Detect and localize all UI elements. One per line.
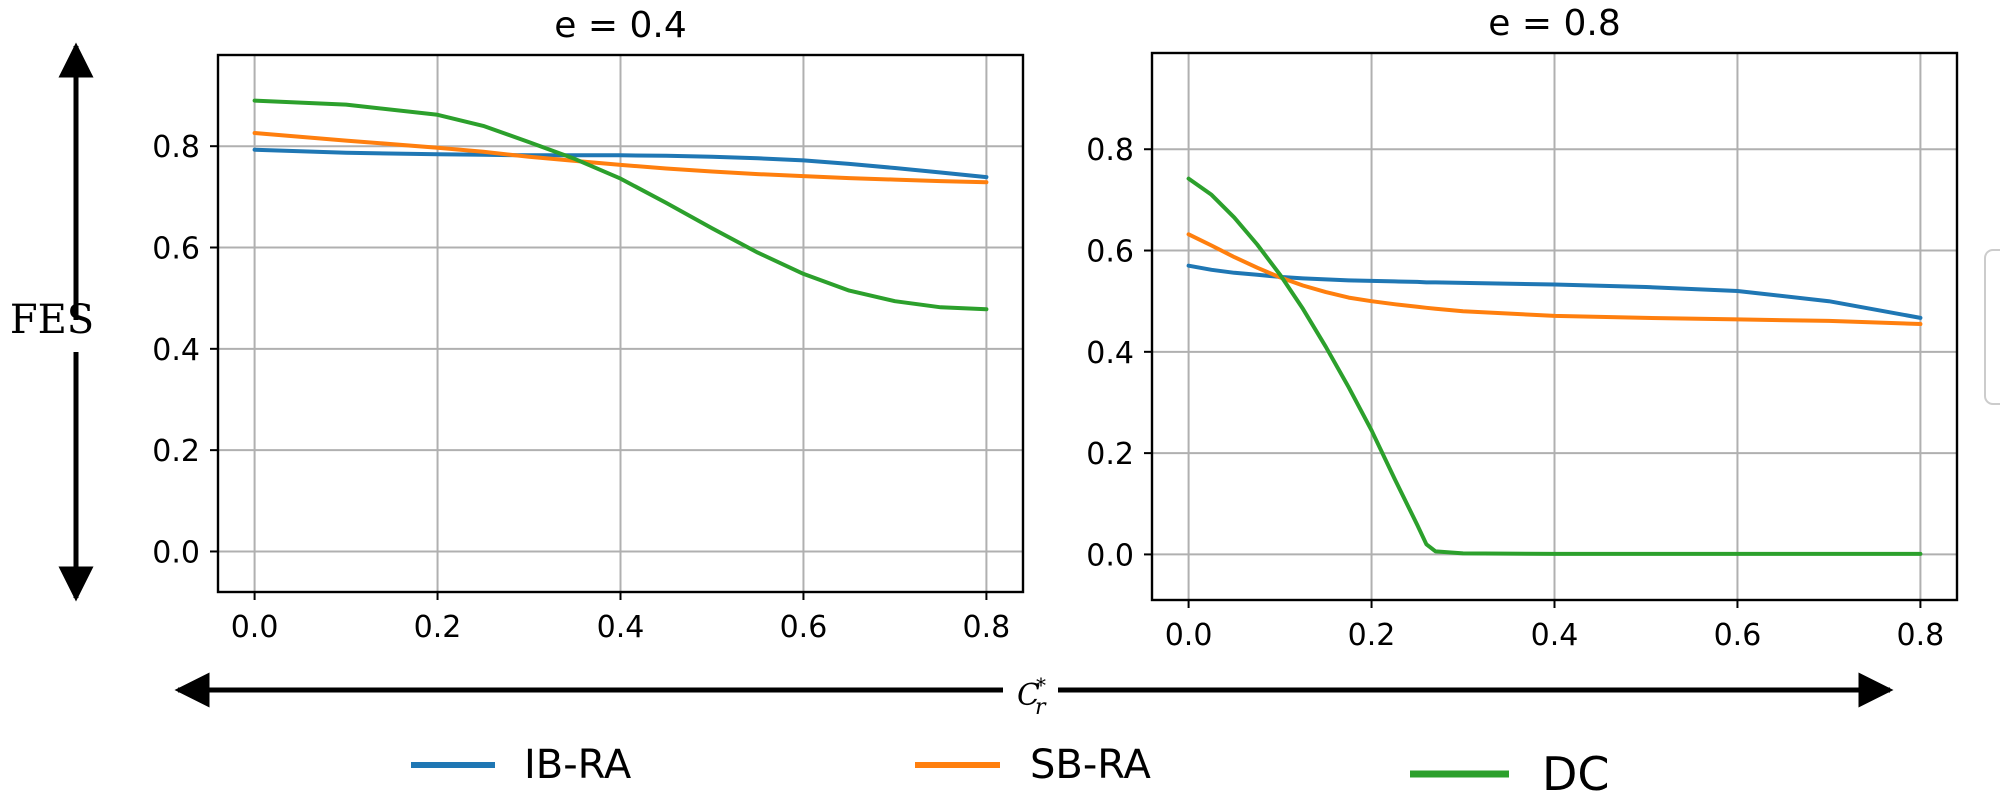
x-tick-label: 0.8 (1897, 618, 1945, 653)
legend-item-sb-ra: SB-RA (915, 742, 1151, 788)
legend-item-dc: DC (1410, 747, 1610, 799)
x-tick-label: 0.8 (963, 610, 1011, 645)
y-tick-label: 0.6 (152, 232, 200, 267)
series-line-dc (1186, 176, 1923, 556)
legend-label-dc: DC (1542, 747, 1610, 799)
legend-label-sb-ra: SB-RA (1030, 742, 1151, 788)
y-tick-label: 0.6 (1086, 235, 1134, 270)
x-axis-label: C r * (1017, 673, 1047, 720)
x-axis-label-sub: r (1035, 695, 1047, 720)
offscreen-legend-frame (1984, 249, 2000, 405)
x-tick-label: 0.4 (597, 610, 645, 645)
series-line-sb-ra (252, 131, 989, 185)
x-tick-label: 0.0 (231, 610, 279, 645)
y-tick-label: 0.4 (1086, 336, 1134, 371)
y-tick-label: 0.4 (152, 333, 200, 368)
y-tick-label: 0.2 (152, 434, 200, 469)
legend-label-ib-ra: IB-RA (524, 742, 632, 788)
series-line-dc (252, 98, 989, 312)
x-tick-label: 0.4 (1531, 618, 1579, 653)
x-tick-label: 0.6 (1714, 618, 1762, 653)
y-tick-label: 0.8 (152, 130, 200, 165)
x-axis-label-sup: * (1036, 673, 1046, 697)
x-tick-label: 0.0 (1165, 618, 1213, 653)
legend: IB-RA SB-RA DC (411, 742, 1610, 799)
series-line-ib-ra (252, 147, 989, 180)
y-tick-label: 0.0 (1086, 538, 1134, 573)
series-line-ib-ra (1186, 263, 1923, 320)
series-line-sb-ra (1186, 232, 1923, 326)
legend-item-ib-ra: IB-RA (411, 742, 632, 788)
x-tick-label: 0.2 (1348, 618, 1396, 653)
x-axis-label-base: C (1017, 678, 1040, 713)
panel-e-0.4: 0.0 0.2 0.4 0.6 0.8 0.0 0.2 0.4 0.6 0.8 e = 0.4 (152, 5, 1025, 645)
y-axis-label: FES (10, 297, 94, 343)
y-tick-label: 0.2 (1086, 437, 1134, 472)
y-tick-label: 0.8 (1086, 133, 1134, 168)
x-tick-label: 0.2 (414, 610, 462, 645)
x-tick-label: 0.6 (780, 610, 828, 645)
y-tick-label: 0.0 (152, 535, 200, 570)
chart-title: e = 0.8 (1488, 3, 1620, 44)
chart-title: e = 0.4 (554, 5, 686, 46)
panel-e-0.8: 0.0 0.2 0.4 0.6 0.8 0.0 0.2 0.4 0.6 0.8 e = 0.8 (1086, 3, 1959, 653)
